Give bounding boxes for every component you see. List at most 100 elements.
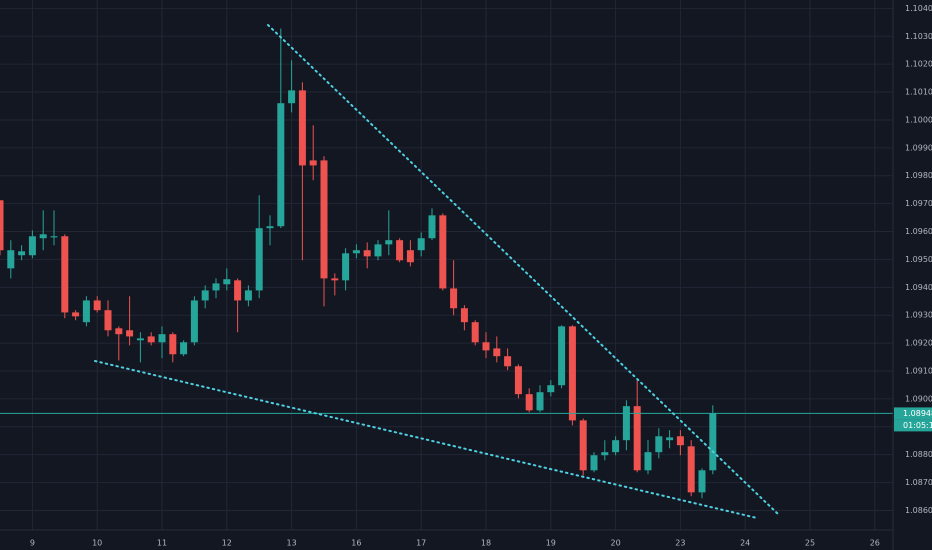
candle-body (298, 90, 306, 166)
candle-body (309, 160, 317, 166)
y-tick-label: 1.09000 (905, 394, 932, 403)
candle-body (50, 236, 58, 238)
y-tick-label: 1.09800 (905, 171, 932, 180)
candle-body (244, 290, 252, 301)
candle-body (547, 385, 555, 393)
candle-body (558, 326, 566, 386)
y-tick-label: 1.10300 (905, 32, 932, 41)
candle-body (126, 330, 134, 337)
candle-body (633, 406, 641, 471)
candle-body (93, 300, 101, 311)
candle-body (568, 326, 576, 421)
x-tick-label: 10 (92, 539, 102, 548)
candle-body (147, 336, 155, 343)
candle-body (482, 342, 490, 351)
y-tick-label: 1.09500 (905, 255, 932, 264)
x-tick-label: 25 (805, 539, 815, 548)
upper-trendline (267, 24, 779, 515)
candle-body (439, 215, 447, 289)
candle-body (514, 366, 522, 395)
plot-area (0, 28, 893, 499)
y-tick-label: 1.09300 (905, 311, 932, 320)
candle-body (676, 436, 684, 446)
y-tick-label: 1.08600 (905, 506, 932, 515)
x-tick-label: 18 (481, 539, 491, 548)
candle-body (385, 240, 393, 245)
candle-body (687, 446, 695, 493)
candle-body (7, 250, 15, 269)
candle-body (396, 240, 404, 261)
y-tick-label: 1.10100 (905, 88, 932, 97)
x-tick-label: 19 (546, 539, 556, 548)
x-tick-label: 20 (611, 539, 621, 548)
drawings (94, 24, 779, 519)
candle-body (82, 300, 90, 323)
candle-body (460, 308, 468, 323)
candle-body (612, 440, 620, 453)
x-tick-label: 16 (351, 539, 361, 548)
x-tick-label: 11 (157, 539, 167, 548)
candle-body (234, 280, 242, 301)
axes: 1.10400 1.10300 1.10200 1.10100 1.10000 1.099… (30, 4, 932, 548)
candle-body (115, 328, 123, 335)
candle-body (579, 420, 587, 471)
y-tick-label: 1.09100 (905, 367, 932, 376)
candle-body (406, 250, 414, 263)
y-tick-label: 1.10200 (905, 60, 932, 69)
candle-body (28, 236, 36, 256)
candle-body (18, 251, 26, 256)
x-tick-label: 12 (222, 539, 232, 548)
y-tick-label: 1.10400 (905, 4, 932, 13)
candle-body (601, 452, 609, 456)
candle-body (0, 200, 4, 251)
candle-body (536, 392, 544, 411)
candle-body (39, 234, 47, 239)
candle-body (709, 413, 717, 471)
candle-body (493, 348, 501, 357)
y-tick-label: 1.09700 (905, 199, 932, 208)
candle-body (212, 283, 220, 291)
x-tick-label: 26 (870, 539, 880, 548)
candle-body (201, 290, 209, 301)
candle-body (352, 250, 360, 254)
countdown-label: 01:05:18 (903, 421, 932, 430)
candle-body (655, 436, 663, 453)
y-tick-label: 1.08800 (905, 450, 932, 459)
candle-body (698, 470, 706, 493)
lower-trendline (94, 360, 758, 519)
x-tick-label: 13 (287, 539, 297, 548)
candle-body (504, 356, 512, 367)
candle-body (417, 238, 425, 251)
candle-body (471, 322, 479, 343)
candle-body (374, 244, 382, 257)
y-tick-label: 1.09900 (905, 143, 932, 152)
candle-body (104, 310, 112, 331)
candle-body (450, 288, 458, 309)
candle-body (320, 160, 328, 279)
candle-body (666, 437, 674, 441)
countdown-box (894, 419, 932, 432)
candle-body (190, 300, 198, 343)
last-price-box (894, 407, 932, 420)
candle-body (342, 253, 350, 281)
candle-body (136, 338, 144, 341)
candle-body (266, 226, 274, 229)
candle-body (223, 279, 231, 285)
x-tick-label: 17 (416, 539, 426, 548)
candle-body (363, 250, 371, 257)
candle-body (158, 334, 166, 343)
grid (0, 0, 893, 530)
candle-body (180, 342, 188, 355)
candle-body (288, 90, 296, 104)
y-tick-label: 1.10000 (905, 115, 932, 124)
candle-body (622, 406, 630, 441)
candle-body (169, 334, 177, 355)
y-tick-label: 1.08700 (905, 478, 932, 487)
candle-body (61, 236, 69, 313)
x-tick-label: 9 (30, 539, 35, 548)
candle-body (644, 452, 652, 471)
last-price-label: 1.08948 (903, 409, 932, 418)
candle-body (428, 215, 436, 239)
